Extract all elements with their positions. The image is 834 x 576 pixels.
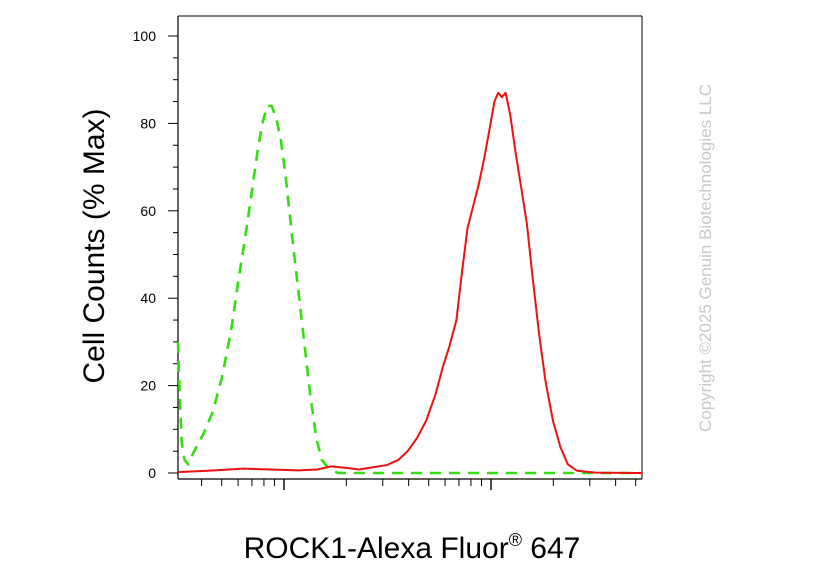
plot-frame [177, 15, 643, 480]
x-axis-label-main: ROCK1-Alexa Fluor [244, 532, 509, 565]
rock1-series [177, 91, 643, 474]
y-tick-label: 80 [140, 115, 156, 131]
y-tick-label: 60 [140, 203, 156, 219]
copyright-watermark: Copyright ©2025 Genuin Biotechnologies L… [696, 84, 715, 432]
series-layer [176, 91, 643, 475]
x-axis-ticks [201, 479, 637, 490]
y-tick-label: 100 [133, 28, 157, 44]
y-axis-ticks: 0 20 40 60 80 100 [133, 28, 178, 481]
x-axis-label-superscript: ® [509, 530, 522, 550]
x-axis-label: ROCK1-Alexa Fluor® 647 [244, 530, 581, 565]
x-axis-label-suffix: 647 [522, 532, 580, 565]
y-tick-label: 0 [148, 465, 156, 481]
y-axis-label: Cell Counts (% Max) [78, 108, 111, 383]
y-tick-label: 40 [140, 290, 156, 306]
y-tick-label: 20 [140, 378, 156, 394]
isotype-control-series [176, 104, 642, 475]
